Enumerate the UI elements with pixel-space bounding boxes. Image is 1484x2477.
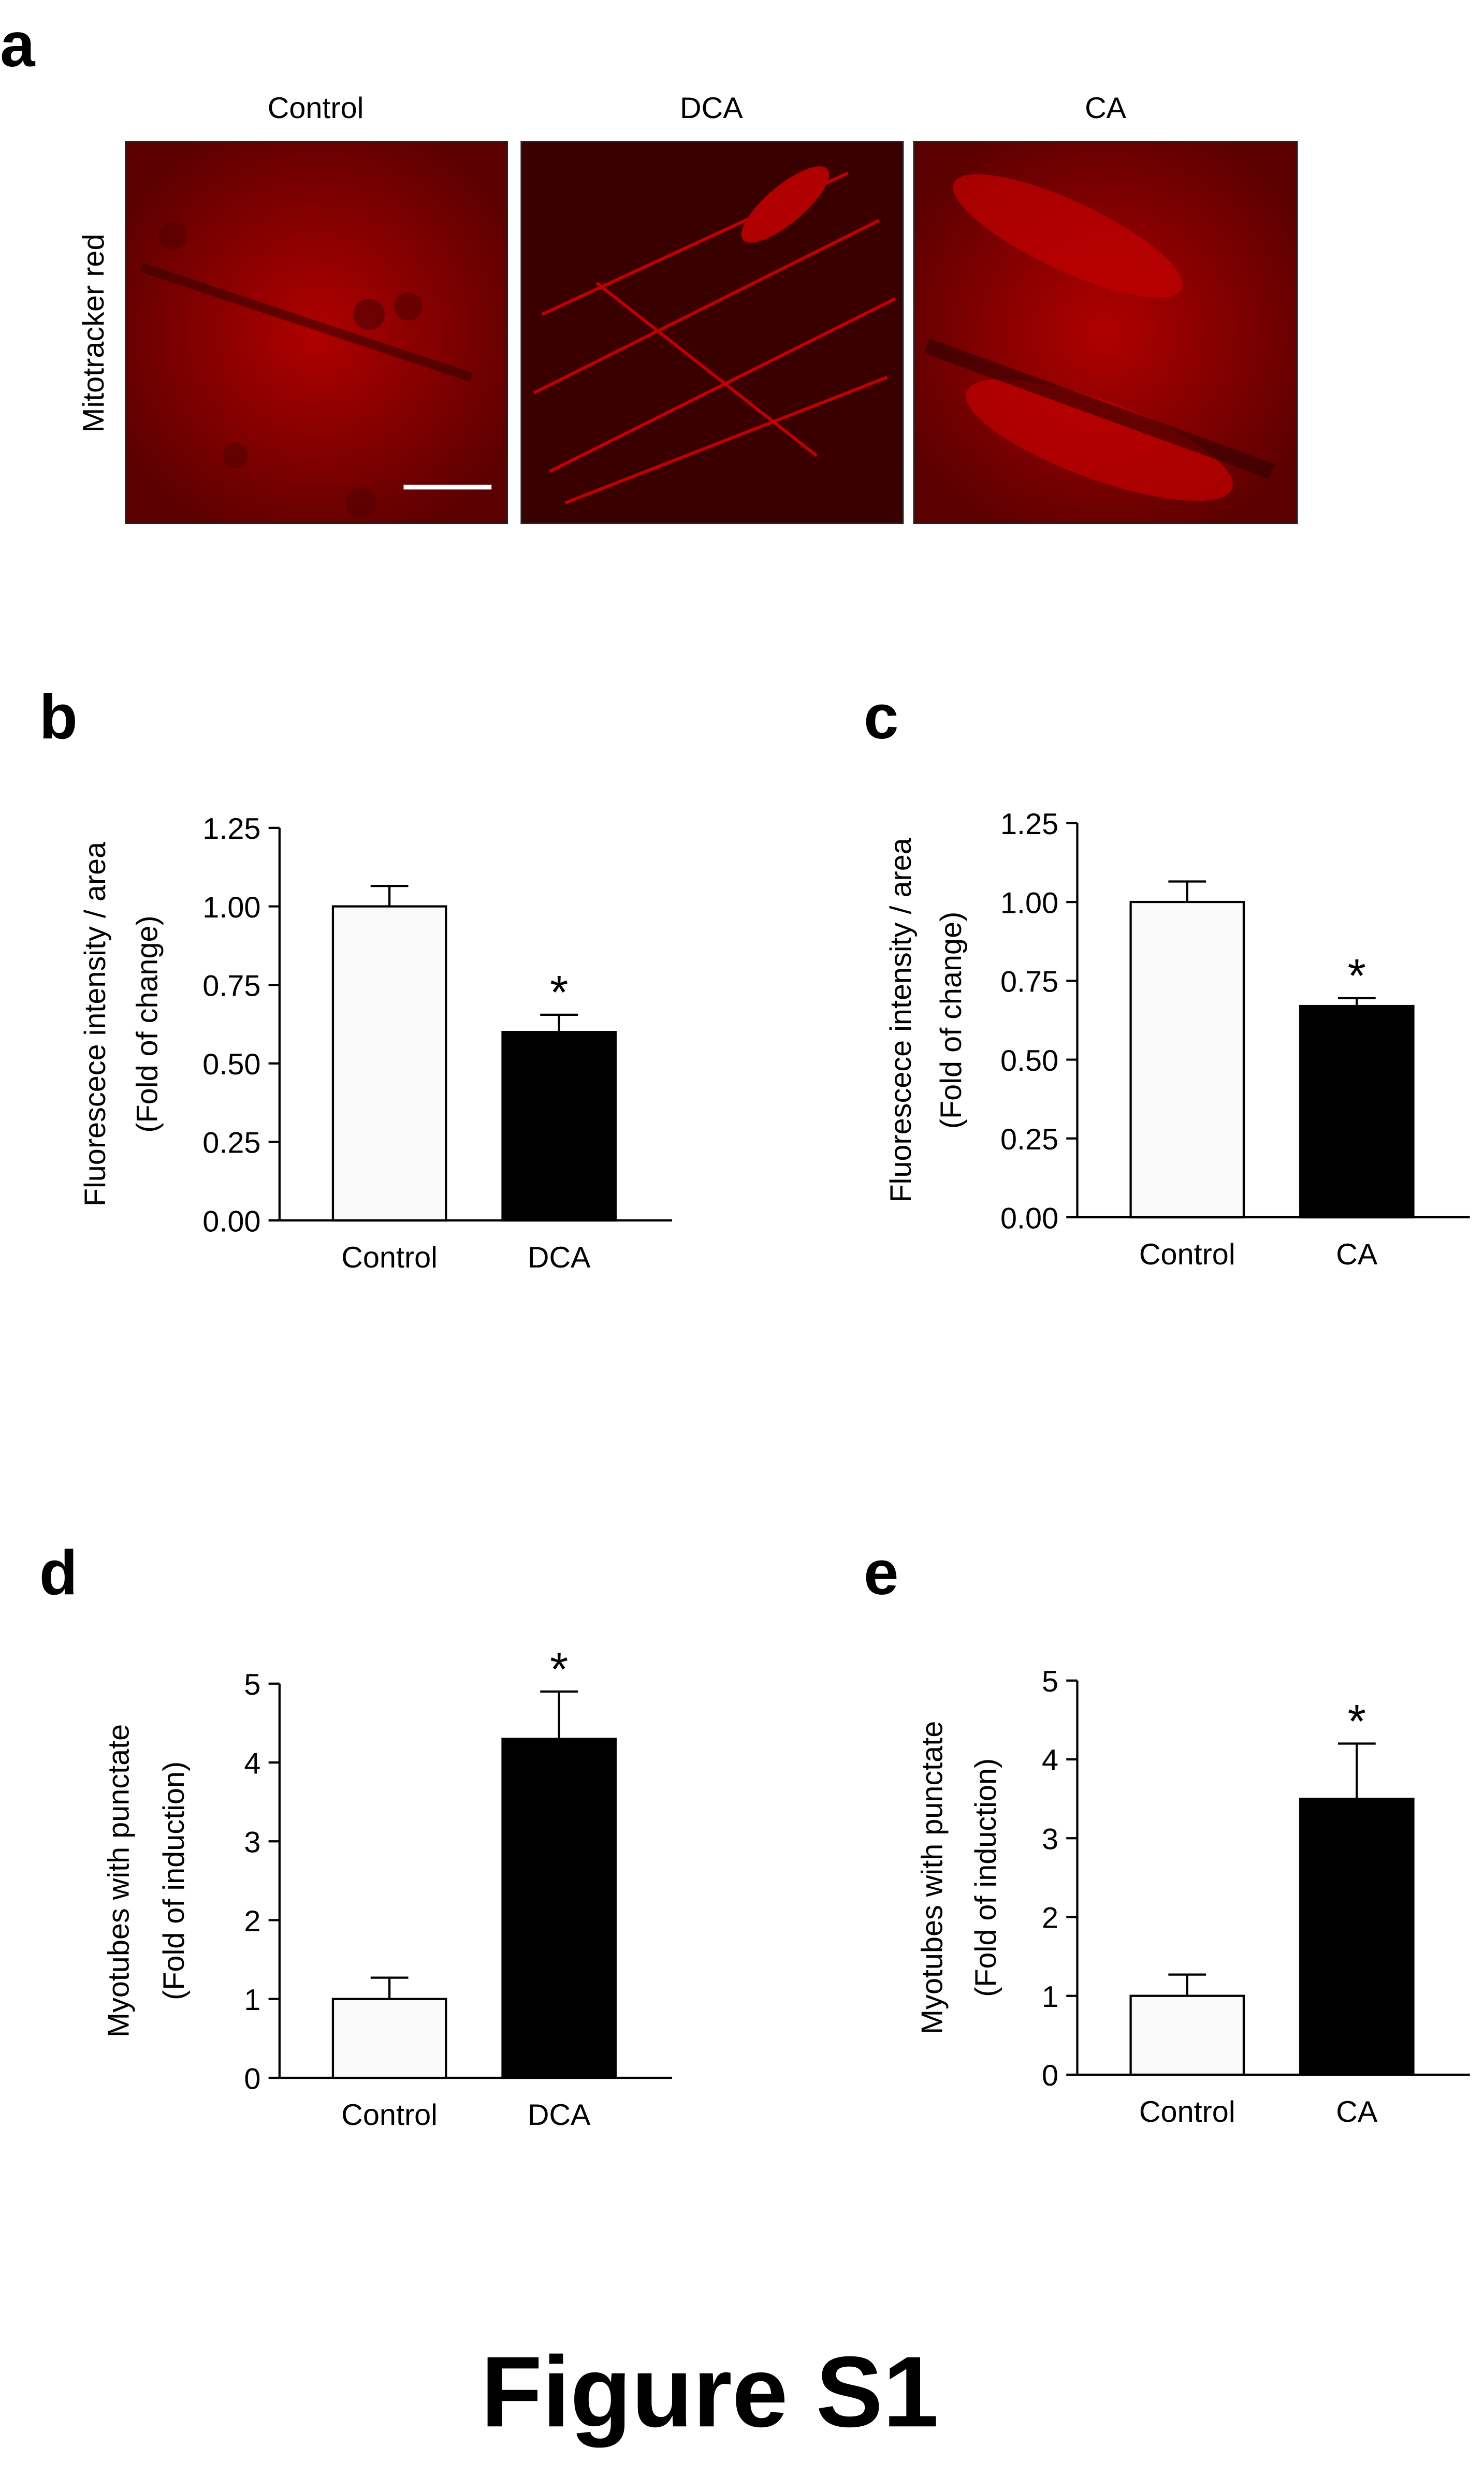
- column-label: DCA: [680, 92, 743, 125]
- column-label: CA: [1085, 92, 1127, 125]
- bar: [331, 1998, 447, 2079]
- panel-label: d: [39, 1537, 78, 1608]
- x-tick-label: Control: [1139, 1238, 1235, 1271]
- y-tick-label: 2: [244, 1905, 260, 1938]
- y-axis-label: Myotubes with punctate: [916, 1721, 949, 2034]
- y-axis-label: Myotubes with punctate: [103, 1724, 136, 2037]
- error-bar: [370, 885, 409, 907]
- error-bar: [1168, 1973, 1206, 1996]
- panel-label: c: [864, 681, 898, 752]
- panel-label: a: [0, 9, 36, 80]
- y-tick-label: 3: [1042, 1823, 1058, 1856]
- y-tick-label: 1.00: [202, 891, 260, 924]
- figure-title: Figure S1: [481, 2336, 939, 2448]
- bar: [1129, 1994, 1245, 2076]
- error-bar: [540, 1013, 578, 1032]
- bar: [1299, 1004, 1415, 1219]
- micrograph: [125, 141, 508, 524]
- y-tick-label: 0: [1042, 2059, 1058, 2092]
- y-tick-label: 0.25: [1000, 1123, 1058, 1156]
- y-axis-label: (Fold of change): [130, 915, 164, 1133]
- y-tick-label: 0.00: [1000, 1202, 1058, 1235]
- error-bar: [1168, 880, 1206, 902]
- significance-mark: *: [1348, 950, 1366, 1002]
- x-tick-label: DCA: [528, 1241, 591, 1274]
- y-tick-label: 4: [244, 1747, 260, 1780]
- x-tick-label: DCA: [528, 2099, 591, 2132]
- y-tick-label: 0.50: [1000, 1044, 1058, 1077]
- x-tick-label: Control: [1139, 2095, 1235, 2129]
- bar: [501, 1031, 617, 1222]
- x-tick-label: CA: [1336, 2095, 1378, 2129]
- panel-label: b: [39, 681, 78, 752]
- y-axis-label: Fluorescece intensity / area: [79, 841, 112, 1206]
- y-tick-label: 1.25: [202, 812, 260, 846]
- y-tick-label: 4: [1042, 1744, 1058, 1777]
- bar: [1299, 1797, 1415, 2076]
- y-tick-label: 0.50: [202, 1048, 260, 1081]
- bar: [501, 1738, 617, 2079]
- row-label: Mitotracker red: [77, 234, 110, 433]
- y-tick-label: 5: [1042, 1665, 1058, 1698]
- micrograph: [913, 141, 1298, 524]
- error-bar: [370, 1976, 409, 1999]
- significance-mark: *: [1348, 1695, 1366, 1747]
- y-axis-label: (Fold of induction): [157, 1761, 191, 2000]
- y-tick-label: 1: [244, 1984, 260, 2017]
- y-axis-label: (Fold of change): [935, 912, 968, 1129]
- x-tick-label: Control: [341, 2099, 438, 2132]
- y-tick-label: 2: [1042, 1902, 1058, 1935]
- x-tick-label: Control: [341, 1241, 438, 1274]
- y-tick-label: 0.25: [202, 1127, 260, 1160]
- bar: [331, 905, 447, 1222]
- x-tick-label: CA: [1336, 1238, 1378, 1271]
- y-axis-label: (Fold of induction): [969, 1758, 1002, 1997]
- y-tick-label: 3: [244, 1826, 260, 1859]
- error-bar: [540, 1690, 578, 1739]
- column-label: Control: [268, 92, 364, 125]
- y-tick-label: 0.75: [202, 969, 260, 1002]
- panel-label: e: [864, 1537, 898, 1608]
- y-tick-label: 0: [244, 2062, 260, 2095]
- y-tick-label: 1.25: [1000, 808, 1058, 841]
- y-axis-label: Fluorescece intensity / area: [884, 837, 918, 1202]
- error-bar: [1337, 997, 1376, 1007]
- y-tick-label: 5: [244, 1668, 260, 1701]
- y-tick-label: 0.00: [202, 1205, 260, 1238]
- error-bar: [1337, 1742, 1376, 1799]
- significance-mark: *: [550, 1643, 568, 1696]
- y-tick-label: 1: [1042, 1980, 1058, 2014]
- micrograph: [520, 141, 904, 524]
- y-tick-label: 1.00: [1000, 886, 1058, 920]
- significance-mark: *: [550, 967, 568, 1019]
- bar: [1129, 900, 1245, 1219]
- y-tick-label: 0.75: [1000, 966, 1058, 999]
